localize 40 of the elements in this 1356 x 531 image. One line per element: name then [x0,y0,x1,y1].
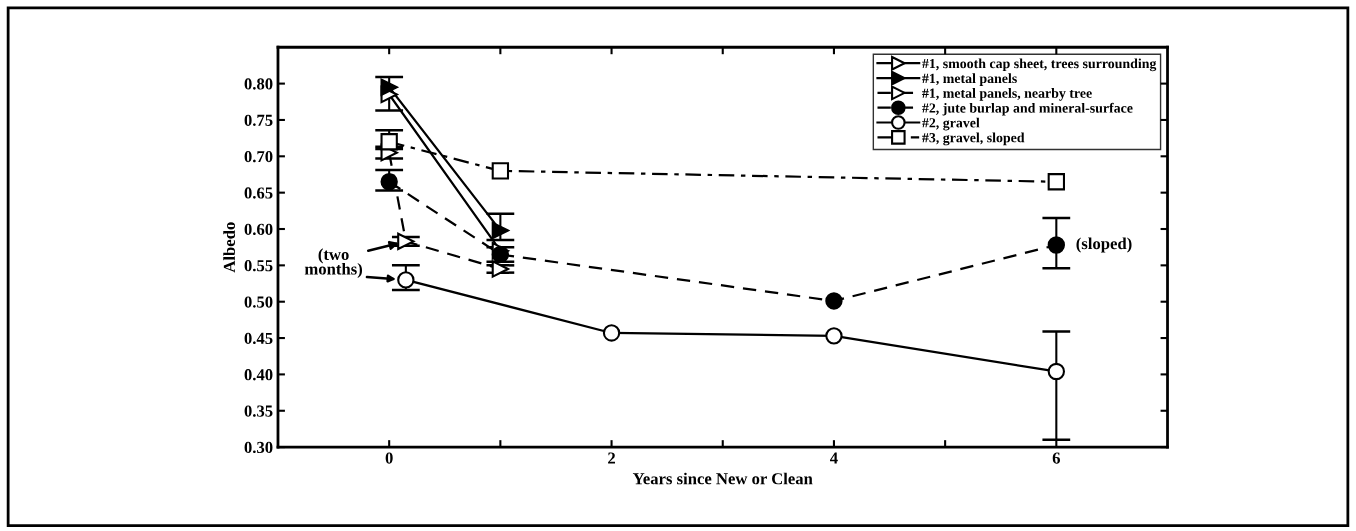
y-tick-label: 0.35 [244,405,273,417]
point [380,173,398,191]
point [491,162,510,180]
point [491,221,510,240]
point [491,260,510,278]
point [825,292,843,310]
legend-label: #1, metal panels, nearby tree [922,88,1092,101]
y-tick-label: 0.70 [244,151,273,163]
y-axis-title: Albedo [223,222,236,273]
point [1047,236,1065,254]
y-tick-label: 0.50 [244,296,273,308]
y-tick-label: 0.30 [244,441,273,454]
point [380,133,398,151]
point [380,78,398,96]
point [1047,362,1065,381]
point [825,327,843,345]
legend-label: #1, metal panels [922,73,1017,86]
point [602,324,621,342]
y-tick-label: 0.40 [244,369,273,381]
legend-label: #1, smooth cap sheet, trees surrounding [922,58,1157,72]
annotation: (sloped) [1076,237,1132,253]
y-tick-label: 0.80 [244,78,273,90]
legend-label: #3, gravel, sloped [922,132,1025,146]
point [1047,173,1065,191]
point [397,232,415,251]
legend-label: #2, jute burlap and mineral-surface [922,102,1133,116]
y-tick-label: 0.75 [244,114,273,126]
x-tick-label: 0 [385,452,393,464]
x-tick-label: 4 [830,452,838,464]
x-axis-title: Years since New or Clean [632,472,813,485]
legend-label: #2, gravel [922,117,980,131]
y-tick-label: 0.45 [244,332,273,345]
point [397,271,415,289]
x-tick-label: 6 [1052,452,1060,464]
point [491,245,510,264]
annotation: (two months) [304,248,363,278]
y-tick-label: 0.55 [244,260,273,272]
y-tick-label: 0.60 [244,223,273,236]
y-tick-label: 0.65 [244,187,273,199]
x-tick-label: 2 [608,452,616,464]
